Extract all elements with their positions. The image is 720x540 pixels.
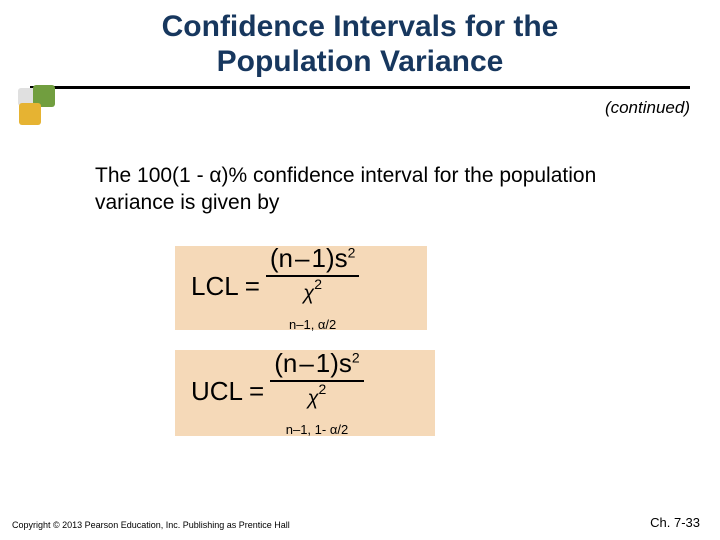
formula-lcl: LCL = (n–1)s2 χ2n–1, α/2 xyxy=(175,246,427,330)
title-line1: Confidence Intervals for the xyxy=(162,10,559,43)
lcl-fraction: (n–1)s2 χ2n–1, α/2 xyxy=(266,243,360,329)
ucl-fraction: (n–1)s2 χ2n–1, 1- α/2 xyxy=(270,348,364,434)
equals-sign: = xyxy=(249,376,264,407)
lcl-numerator: (n–1)s2 xyxy=(266,243,360,275)
formula-ucl: UCL = (n–1)s2 χ2n–1, 1- α/2 xyxy=(175,350,435,436)
ucl-denominator: χ2n–1, 1- α/2 xyxy=(270,380,364,434)
title-underline xyxy=(30,86,690,89)
body-text: The 100(1 - α)% confidence interval for … xyxy=(95,162,660,217)
logo-square-yellow xyxy=(19,103,41,125)
slide-title: Confidence Intervals for the Population … xyxy=(0,0,720,79)
copyright-text: Copyright © 2013 Pearson Education, Inc.… xyxy=(12,520,290,530)
lcl-denominator: χ2n–1, α/2 xyxy=(266,275,360,329)
ucl-lhs: UCL xyxy=(191,376,243,407)
chapter-label: Ch. 7-33 xyxy=(650,515,700,530)
ucl-numerator: (n–1)s2 xyxy=(270,348,364,380)
continued-label: (continued) xyxy=(605,98,690,118)
title-line2: Population Variance xyxy=(217,45,504,78)
logo-icon xyxy=(15,85,57,127)
equals-sign: = xyxy=(245,271,260,302)
lcl-lhs: LCL xyxy=(191,271,239,302)
